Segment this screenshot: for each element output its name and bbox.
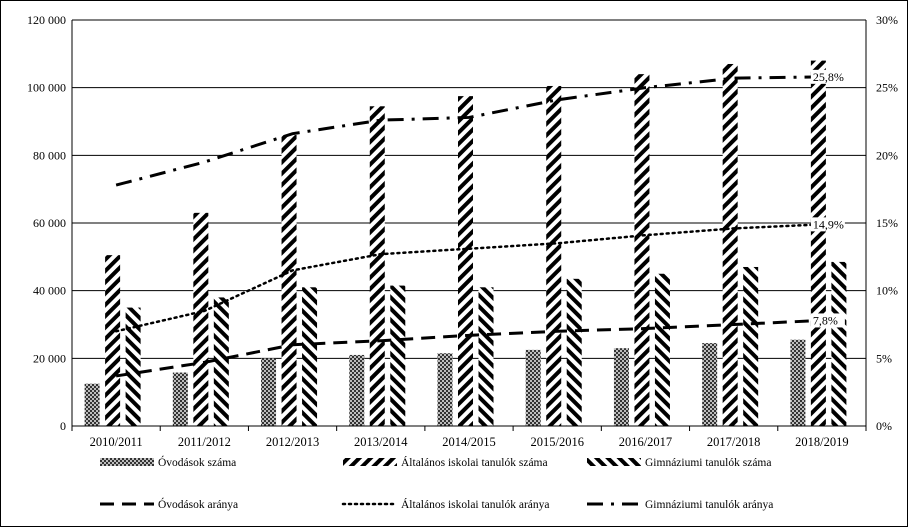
y-right-tick-label: 20%: [876, 148, 898, 162]
bar: [722, 63, 738, 426]
line-marks: 7,8% 14,9% 25,8%: [114, 69, 845, 378]
bar: [478, 287, 494, 426]
bar: [105, 255, 121, 426]
series-line: [115, 318, 822, 378]
x-tick-label: 2018/2019: [795, 435, 848, 449]
bar: [390, 285, 406, 426]
legend-label: Gimnáziumi tanulók száma: [645, 457, 771, 469]
y-left-tick-label: 40 000: [33, 284, 66, 298]
x-tick-label: 2017/2018: [707, 435, 760, 449]
legend-label: Óvodások száma: [158, 455, 236, 469]
legend-label: Óvodások aránya: [158, 497, 238, 511]
data-label: 25,8%: [813, 70, 844, 84]
x-tick-label: 2011/2012: [178, 435, 231, 449]
y-left-tick-label: 100 000: [27, 81, 66, 95]
y-left-tick-label: 120 000: [27, 13, 66, 27]
bar: [437, 353, 453, 426]
data-label-bg: [810, 69, 845, 84]
data-label: 7,8%: [813, 313, 838, 327]
bar: [790, 339, 806, 426]
x-tick-label: 2012/2013: [266, 435, 319, 449]
y-right-tick-label: 0%: [876, 419, 892, 433]
bar: [125, 307, 141, 426]
y-left-tick-label: 20 000: [33, 351, 66, 365]
bar: [84, 383, 100, 426]
bar: [302, 287, 318, 426]
bar: [566, 278, 582, 426]
bar: [831, 261, 847, 426]
data-label: 14,9%: [813, 217, 844, 231]
y-right-tick-label: 15%: [876, 216, 898, 230]
legend-swatch: [100, 458, 154, 466]
bar: [654, 273, 670, 426]
legend-swatch: [587, 458, 641, 466]
legend-label: Gimnáziumi tanulók aránya: [645, 499, 773, 511]
bar: [261, 358, 277, 426]
bar: [546, 85, 562, 426]
x-tick-label: 2014/2015: [442, 435, 495, 449]
bar: [193, 212, 209, 426]
bar: [702, 343, 718, 426]
y-left-tick-label: 80 000: [33, 148, 66, 162]
y-left-tick-label: 0: [60, 419, 66, 433]
legend: Óvodások száma Általános iskolai tanulók …: [100, 455, 773, 511]
y-right-tick-label: 25%: [876, 81, 898, 95]
bar: [634, 74, 650, 426]
y-right-tick-label: 10%: [876, 284, 898, 298]
bar: [172, 372, 188, 426]
bar: [810, 60, 826, 426]
bar: [281, 135, 297, 427]
bar: [458, 96, 473, 426]
data-label-bg: [810, 217, 845, 232]
x-tick-label: 2010/2011: [90, 435, 143, 449]
bar: [525, 349, 541, 426]
series-line: [114, 223, 824, 333]
x-tick-label: 2016/2017: [619, 435, 672, 449]
bar: [613, 348, 629, 426]
x-tick-label: 2013/2014: [354, 435, 408, 449]
y-left-tick-label: 60 000: [33, 216, 66, 230]
x-tick-label: 2015/2016: [530, 435, 583, 449]
axes: 0 20 000 40 000 60 000 80 000 100 000 120 000 0…: [27, 13, 898, 449]
legend-label: Általános iskolai tanulók száma: [401, 455, 548, 469]
bar-marks: [84, 60, 847, 427]
bar: [349, 354, 365, 426]
bar: [369, 106, 385, 427]
legend-swatch: [343, 458, 397, 466]
bar: [213, 297, 229, 426]
bar: [743, 266, 759, 426]
y-right-tick-label: 30%: [876, 13, 898, 27]
series-line: [115, 75, 822, 187]
legend-label: Általános iskolai tanulók aránya: [401, 497, 550, 511]
data-label-bg: [810, 313, 845, 328]
y-right-tick-label: 5%: [876, 351, 892, 365]
